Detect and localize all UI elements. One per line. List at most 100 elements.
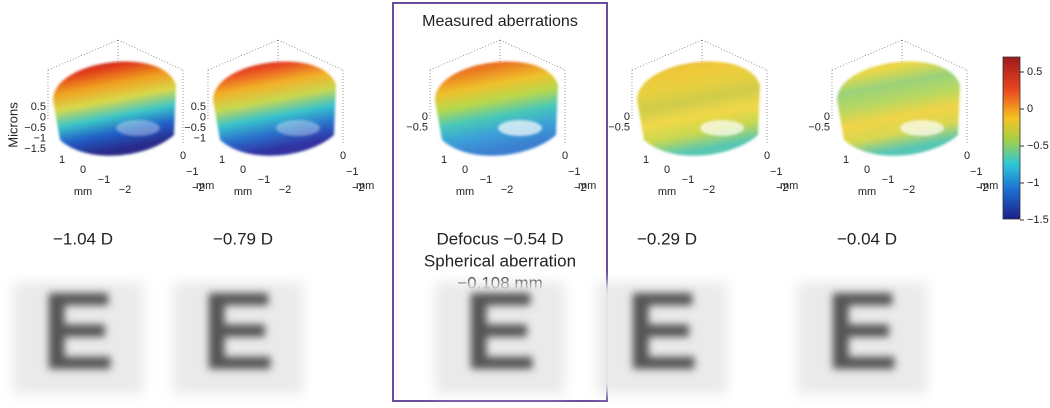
z-tick-label: 0 xyxy=(824,111,830,123)
z-tick-label: 0 xyxy=(624,111,630,123)
x-tick-label: 1 xyxy=(441,154,447,166)
letter: E xyxy=(201,270,274,393)
y-tick-label: 0 xyxy=(964,150,970,162)
x-tick-label: −1 xyxy=(98,174,111,186)
caption: Defocus −0.54 D xyxy=(436,229,563,248)
x-unit: mm xyxy=(858,186,876,198)
x-tick-label: 0 xyxy=(664,164,670,176)
y-tick-label: 0 xyxy=(562,150,568,162)
caption: Spherical aberration xyxy=(424,251,576,270)
surface xyxy=(837,61,960,156)
caption: −0.04 D xyxy=(837,229,897,248)
z-tick-label: 0 xyxy=(200,111,206,123)
y-tick-label: −2 xyxy=(352,182,365,194)
surface xyxy=(53,61,176,156)
caption: −0.79 D xyxy=(213,229,273,248)
colorbar xyxy=(1002,56,1021,220)
x-unit: mm xyxy=(658,186,676,198)
axes-box-line xyxy=(429,39,501,71)
y-unit: mm xyxy=(356,180,374,192)
axes-box-line xyxy=(831,39,903,71)
x-tick-label: −2 xyxy=(501,184,514,196)
x-tick-label: 0 xyxy=(462,164,468,176)
letter: E xyxy=(463,270,536,393)
z-tick-label: 0.5 xyxy=(31,101,46,113)
colorbar-tick-label: 0 xyxy=(1027,103,1033,115)
x-tick-label: −2 xyxy=(903,184,916,196)
y-tick-label: 0 xyxy=(340,150,346,162)
caption: −1.04 D xyxy=(53,229,113,248)
letter: E xyxy=(41,270,114,393)
axes-box xyxy=(207,39,344,145)
y-tick-label: −1 xyxy=(970,166,983,178)
highlight-title: Measured aberrations xyxy=(422,13,578,30)
y-tick-label: −1 xyxy=(770,166,783,178)
axes-box xyxy=(47,39,184,145)
letter-background xyxy=(797,282,927,394)
y-tick-label: 0 xyxy=(180,150,186,162)
y-tick-label: −2 xyxy=(976,182,989,194)
axes-box-line xyxy=(207,39,279,71)
highlight-frame xyxy=(392,2,608,402)
surface-highlight xyxy=(116,120,160,136)
x-tick-label: 1 xyxy=(843,154,849,166)
y-tick-label: −2 xyxy=(776,182,789,194)
x-unit: mm xyxy=(234,186,252,198)
y-unit: mm xyxy=(196,180,214,192)
letter: E xyxy=(625,270,698,393)
z-tick-label: −1.5 xyxy=(24,143,46,155)
x-unit: mm xyxy=(456,186,474,198)
x-tick-label: −2 xyxy=(119,184,132,196)
letter-background xyxy=(173,282,303,394)
x-tick-label: 0 xyxy=(240,164,246,176)
y-tick-label: −2 xyxy=(574,182,587,194)
y-unit: mm xyxy=(578,180,596,192)
letter: E xyxy=(825,270,898,393)
z-tick-label: −1 xyxy=(33,132,46,144)
surface xyxy=(637,61,760,156)
x-tick-label: 0 xyxy=(80,164,86,176)
axes-box xyxy=(831,39,968,145)
z-tick-label: −1 xyxy=(193,132,206,144)
z-tick-label: −0.5 xyxy=(608,121,630,133)
z-tick-label: 0.5 xyxy=(191,101,206,113)
axes-box xyxy=(631,39,768,145)
letter-background xyxy=(597,282,727,394)
x-tick-label: 1 xyxy=(219,154,225,166)
z-tick-label: −0.5 xyxy=(24,122,46,134)
x-tick-label: −1 xyxy=(480,174,493,186)
y-unit: mm xyxy=(980,180,998,192)
colorbar-tick-label: −1.5 xyxy=(1027,214,1049,226)
x-tick-label: −2 xyxy=(703,184,716,196)
x-tick-label: 1 xyxy=(59,154,65,166)
x-tick-label: −1 xyxy=(258,174,271,186)
z-tick-label: −0.5 xyxy=(406,121,428,133)
letter-background xyxy=(435,282,565,394)
y-tick-label: −1 xyxy=(186,166,199,178)
colorbar-tick-label: 0.5 xyxy=(1027,66,1042,78)
letter-background xyxy=(13,282,143,394)
y-tick-label: 0 xyxy=(764,150,770,162)
x-unit: mm xyxy=(74,186,92,198)
x-tick-label: −2 xyxy=(279,184,292,196)
axes-box-line xyxy=(47,39,119,71)
surface-highlight xyxy=(276,120,320,136)
surface xyxy=(435,61,558,156)
y-unit: mm xyxy=(780,180,798,192)
z-tick-label: 0 xyxy=(40,111,46,123)
axes-box-line xyxy=(631,39,703,71)
surface-highlight xyxy=(498,120,542,136)
x-tick-label: −1 xyxy=(682,174,695,186)
axes-box xyxy=(429,39,566,145)
y-tick-label: −1 xyxy=(346,166,359,178)
z-tick-label: −0.5 xyxy=(184,122,206,134)
y-tick-label: −1 xyxy=(568,166,581,178)
x-tick-label: 0 xyxy=(864,164,870,176)
surface-highlight xyxy=(900,120,944,136)
x-tick-label: 1 xyxy=(643,154,649,166)
z-tick-label: −0.5 xyxy=(808,121,830,133)
colorbar-tick-label: −1 xyxy=(1027,177,1040,189)
z-axis-label: Microns xyxy=(5,102,20,148)
x-tick-label: −1 xyxy=(882,174,895,186)
